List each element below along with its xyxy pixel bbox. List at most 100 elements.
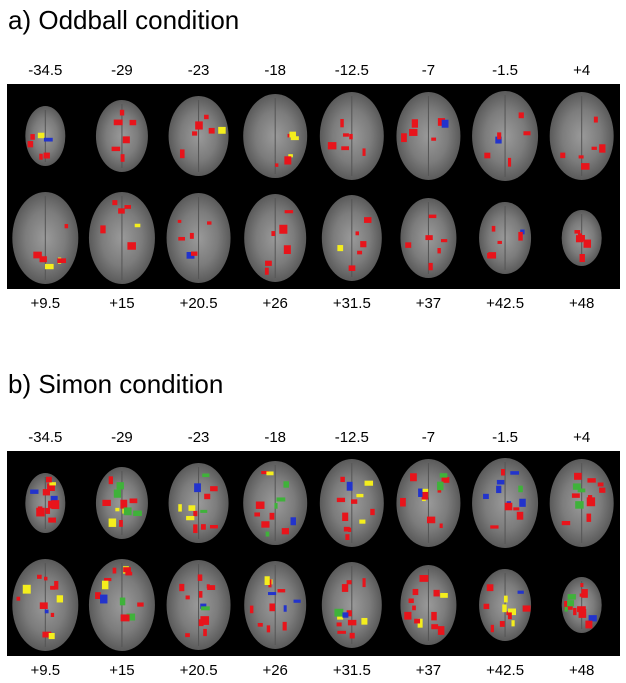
activation [350,633,355,639]
activation [594,117,598,123]
activation [125,572,132,576]
activation [102,581,108,590]
activation [200,510,207,513]
slice-label: -7 [422,62,435,79]
activation [328,142,337,149]
activation [45,264,54,269]
activation [44,153,50,159]
activation [349,134,353,139]
activation [294,600,301,603]
activation [581,163,589,170]
activation [39,154,42,160]
slice-label: -18 [264,429,286,446]
activation [488,252,496,258]
activation [23,585,31,594]
slice-label: -12.5 [335,429,369,446]
activation [267,625,270,632]
activation [121,614,130,621]
activation [123,136,130,143]
slice-label: -12.5 [335,62,369,79]
activation [345,534,349,540]
activation [199,591,202,598]
activation [57,595,63,602]
activation [265,576,270,585]
activation [517,512,523,520]
slice-label: +15 [109,662,134,679]
activation [207,221,211,224]
activation [44,138,53,142]
activation [256,502,265,509]
activation [343,133,349,136]
activation [500,621,505,627]
figure: a) Oddball condition b) Simon condition … [0,0,626,683]
activation [518,232,522,241]
activation [404,612,411,620]
activation [284,245,291,254]
activation [574,473,582,480]
activation [370,509,374,515]
activation [284,605,287,611]
activation [483,494,489,499]
activation [180,149,185,158]
activation [409,599,414,604]
activation [487,584,494,591]
activation [266,471,273,475]
activation [269,603,275,611]
activation [112,147,121,151]
slice-label: -29 [111,429,133,446]
activation [437,482,443,491]
slice-label: -29 [111,62,133,79]
activation [580,254,585,262]
activation [100,225,105,233]
activation [137,602,143,606]
activation [599,144,605,152]
activation [420,575,429,582]
activation [337,498,345,502]
slice-label: +42.5 [486,662,524,679]
slice-label: +31.5 [333,295,371,312]
activation [283,622,287,631]
activation [282,528,289,534]
activation [57,258,66,263]
activation [497,480,504,485]
activation [65,224,69,228]
activation [359,520,365,524]
slice-label: +37 [416,662,441,679]
activation [437,248,440,253]
activation [360,241,366,247]
activation [440,473,448,477]
activation [202,473,209,477]
activation [363,148,366,156]
activation [349,265,356,271]
activation [210,486,218,491]
activation [38,506,43,510]
activation [204,494,210,499]
activation [279,225,287,234]
slice-label: +15 [109,295,134,312]
activation [270,513,275,520]
activation [568,594,576,599]
activation [587,478,595,482]
activation [356,494,363,497]
activation [574,230,580,234]
activation [268,592,276,595]
activation [348,528,351,532]
activation [484,153,490,159]
activation [178,504,182,511]
activation [291,517,296,525]
activation [250,606,253,614]
activation [587,497,595,506]
activation [492,226,496,232]
activation [285,210,293,213]
activation [44,577,47,581]
slice-label: +31.5 [333,662,371,679]
activation [115,508,119,511]
activation [342,513,348,521]
activation [580,593,588,596]
activation [114,120,123,126]
activation [484,604,490,609]
activation [201,524,206,530]
activation [587,514,592,522]
activation [276,497,285,501]
activation [562,521,570,525]
